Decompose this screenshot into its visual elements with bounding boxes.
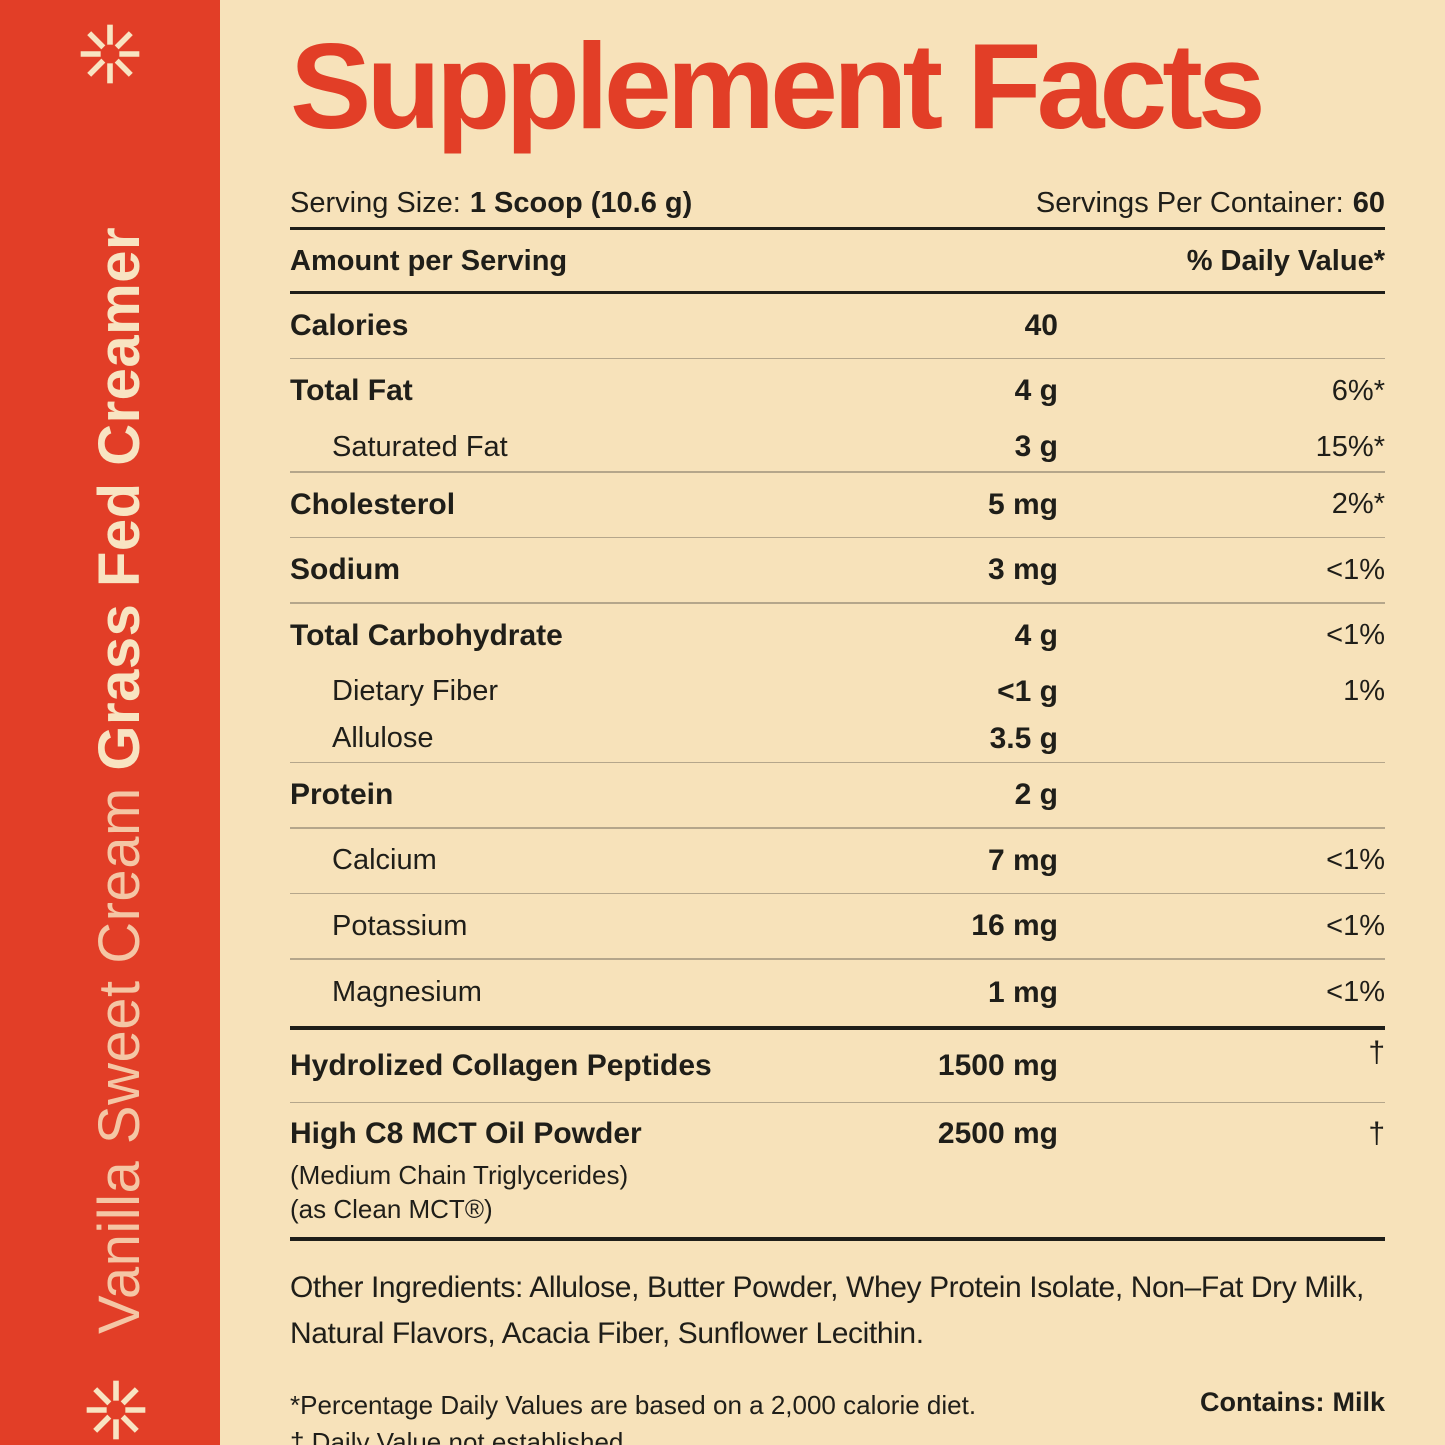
nutrient-dv: <1% <box>1326 844 1385 876</box>
divider <box>290 357 1385 359</box>
serving-size-label: Serving Size: <box>290 187 461 219</box>
daily-value-footnotes: *Percentage Daily Values are based on a … <box>290 1387 976 1445</box>
divider <box>290 536 1385 538</box>
divider <box>290 1101 1385 1103</box>
nutrient-amount: 2 g <box>1014 778 1058 811</box>
footnote-dagger: † Daily Value not established. <box>290 1427 631 1445</box>
nutrient-label: Dietary Fiber <box>332 675 498 707</box>
daily-value-column-header: % Daily Value* <box>1186 245 1385 277</box>
nutrient-dv: 1% <box>1343 675 1385 707</box>
nutrient-subnote: (as Clean MCT®) <box>290 1194 493 1224</box>
footnotes-row: *Percentage Daily Values are based on a … <box>290 1387 1385 1445</box>
nutrient-dv: 6%* <box>1331 374 1385 407</box>
divider <box>290 892 1385 894</box>
nutrient-amount: 1 mg <box>987 975 1058 1009</box>
nutrient-dv: <1% <box>1326 909 1385 942</box>
amount-column-header: Amount per Serving <box>290 245 568 277</box>
flavor-sidebar: Vanilla Sweet Cream Grass Fed Creamer <box>0 0 220 1445</box>
row-mct-oil-powder: High C8 MCT Oil Powder (Medium Chain Tri… <box>290 1103 1385 1237</box>
row-magnesium: Magnesium 1 mg <1% <box>290 960 1385 1026</box>
burst-asterisk-icon <box>80 24 140 84</box>
servings-per-container-label: Servings Per Container: <box>1035 187 1344 219</box>
nutrient-amount: 40 <box>1024 308 1058 342</box>
flavor-name: Vanilla Sweet Cream <box>87 787 152 1334</box>
nutrient-amount: 1500 mg <box>937 1048 1058 1082</box>
contains-statement: Contains: Milk <box>1200 1387 1385 1418</box>
servings-per-container-value: 60 <box>1352 187 1385 219</box>
nutrient-amount: 5 mg <box>987 487 1058 521</box>
nutrient-label: Allulose <box>332 722 434 754</box>
row-collagen-peptides: Hydrolized Collagen Peptides 1500 mg † <box>290 1030 1385 1102</box>
divider <box>290 471 1385 473</box>
nutrient-dv: <1% <box>1326 976 1385 1008</box>
servings-per-container: Servings Per Container: 60 <box>1036 186 1385 220</box>
dagger-symbol: † <box>1368 1117 1385 1150</box>
nutrient-subnote: (Medium Chain Triglycerides) <box>290 1160 629 1190</box>
divider <box>290 761 1385 763</box>
row-allulose: Allulose 3.5 g <box>290 716 1385 762</box>
nutrient-amount: 7 mg <box>987 843 1058 877</box>
product-name: Grass Fed Creamer <box>87 226 152 771</box>
facts-panel: Supplement Facts Serving Size: 1 Scoop (… <box>290 0 1385 1445</box>
divider <box>290 602 1385 604</box>
nutrient-label: Sodium <box>290 553 400 586</box>
nutrient-amount: 3 g <box>1014 430 1058 463</box>
burst-asterisk-icon <box>86 1380 146 1440</box>
row-potassium: Potassium 16 mg <1% <box>290 894 1385 958</box>
divider <box>290 227 1385 230</box>
divider <box>290 958 1385 960</box>
nutrient-amount: <1 g <box>997 674 1058 708</box>
divider <box>290 291 1385 294</box>
divider <box>290 1237 1385 1241</box>
row-cholesterol: Cholesterol 5 mg 2%* <box>290 473 1385 537</box>
row-saturated-fat: Saturated Fat 3 g 15%* <box>290 423 1385 471</box>
nutrient-label: Total Carbohydrate <box>290 618 563 652</box>
row-total-fat: Total Fat 4 g 6%* <box>290 359 1385 423</box>
serving-info-row: Serving Size: 1 Scoop (10.6 g) Servings … <box>290 186 1385 220</box>
row-total-carbohydrate: Total Carbohydrate 4 g <1% <box>290 604 1385 668</box>
serving-size: Serving Size: 1 Scoop (10.6 g) <box>290 186 692 220</box>
table-header-row: Amount per Serving % Daily Value* <box>290 230 1385 291</box>
nutrient-dv: 15%* <box>1315 430 1385 463</box>
nutrient-dv: <1% <box>1326 619 1385 651</box>
nutrient-label: Calcium <box>332 844 437 876</box>
nutrient-amount: 3.5 g <box>989 721 1058 755</box>
nutrient-label: Protein <box>290 778 394 811</box>
nutrient-amount: 16 mg <box>971 909 1058 942</box>
row-dietary-fiber: Dietary Fiber <1 g 1% <box>290 668 1385 716</box>
contains-label: Contains: <box>1199 1387 1325 1417</box>
nutrient-label: Potassium <box>332 909 468 942</box>
serving-size-value: 1 Scoop (10.6 g) <box>469 187 693 219</box>
nutrient-dv: 2%* <box>1331 488 1385 520</box>
row-protein: Protein 2 g <box>290 763 1385 827</box>
nutrient-amount: 4 g <box>1014 618 1058 652</box>
nutrient-label: Calories <box>290 308 409 342</box>
nutrient-label-block: High C8 MCT Oil Powder (Medium Chain Tri… <box>290 1117 808 1225</box>
nutrient-label: High C8 MCT Oil Powder <box>290 1117 642 1150</box>
nutrient-dv: <1% <box>1326 553 1385 586</box>
nutrient-label: Magnesium <box>332 976 482 1008</box>
nutrient-label: Saturated Fat <box>332 430 508 463</box>
nutrient-amount: 4 g <box>1014 374 1058 407</box>
nutrient-amount: 3 mg <box>987 553 1058 586</box>
divider <box>290 1025 1385 1030</box>
nutrient-label: Total Fat <box>290 374 413 407</box>
footnote-percent-dv: *Percentage Daily Values are based on a … <box>290 1390 977 1420</box>
nutrient-label: Hydrolized Collagen Peptides <box>290 1048 712 1082</box>
nutrient-label: Cholesterol <box>290 487 456 521</box>
divider <box>290 827 1385 829</box>
row-sodium: Sodium 3 mg <1% <box>290 538 1385 602</box>
other-ingredients-text: Other Ingredients: Allulose, Butter Powd… <box>290 1271 1364 1350</box>
row-calcium: Calcium 7 mg <1% <box>290 829 1385 893</box>
contains-value: Milk <box>1332 1387 1385 1417</box>
page-title: Supplement Facts <box>290 18 1266 154</box>
dagger-symbol: † <box>1368 1035 1385 1069</box>
sidebar-vertical-text: Vanilla Sweet Cream Grass Fed Creamer <box>87 226 152 1334</box>
nutrient-amount: 2500 mg <box>937 1117 1058 1150</box>
row-calories: Calories 40 <box>290 294 1385 358</box>
